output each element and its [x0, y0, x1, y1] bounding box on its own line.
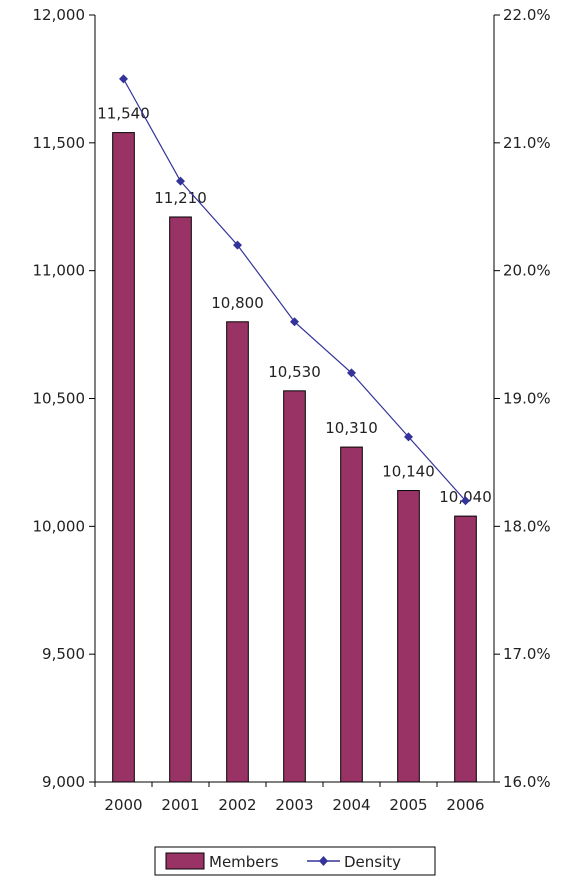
right-tick-label: 19.0% [503, 390, 551, 408]
members-bar [397, 490, 420, 783]
left-tick-label: 12,000 [33, 6, 86, 24]
members-bar [454, 515, 477, 783]
left-tick-label: 9,500 [42, 645, 85, 663]
left-y-axis: 9,000 9,500 10,000 10,500 11,000 11,500 12,000 [33, 6, 96, 791]
members-data-label: 11,540 [97, 105, 150, 123]
members-bar [283, 390, 306, 783]
x-tick-label: 2006 [446, 796, 484, 814]
density-marker [290, 317, 299, 327]
density-marker [347, 368, 356, 378]
x-tick-label: 2003 [275, 796, 313, 814]
members-bars [112, 132, 477, 783]
x-tick-label: 2000 [104, 796, 142, 814]
right-tick-label: 22.0% [503, 6, 551, 24]
left-tick-label: 11,500 [33, 134, 86, 152]
members-bar [112, 132, 135, 783]
members-data-label: 10,310 [325, 419, 378, 437]
members-data-label: 10,140 [382, 463, 435, 481]
x-tick-label: 2002 [218, 796, 256, 814]
right-tick-label: 17.0% [503, 645, 551, 663]
right-tick-label: 16.0% [503, 773, 551, 791]
right-tick-label: 20.0% [503, 262, 551, 280]
density-marker [176, 176, 185, 186]
right-y-axis: 16.0% 17.0% 18.0% 19.0% 20.0% 21.0% 22.0% [493, 6, 551, 791]
legend-label-members: Members [209, 853, 279, 871]
members-bar [226, 321, 249, 783]
density-marker [119, 74, 128, 84]
x-tick-label: 2001 [161, 796, 199, 814]
left-tick-label: 11,000 [33, 262, 86, 280]
legend-box [154, 846, 436, 876]
density-line [119, 74, 470, 506]
legend-label-density: Density [344, 853, 401, 871]
right-tick-label: 21.0% [503, 134, 551, 152]
x-tick-label: 2004 [332, 796, 370, 814]
density-marker [461, 496, 470, 506]
left-tick-label: 9,000 [42, 773, 85, 791]
density-marker [233, 240, 242, 250]
legend-swatch-members [165, 852, 205, 870]
legend-marker-density [319, 856, 328, 866]
members-bar [169, 216, 192, 783]
x-axis: 2000 2001 2002 2003 2004 2005 2006 [94, 781, 494, 814]
left-tick-label: 10,500 [33, 390, 86, 408]
right-tick-label: 18.0% [503, 517, 551, 535]
legend: Members Density [154, 846, 436, 876]
members-data-labels: 11,54011,21010,80010,53010,31010,14010,0… [97, 105, 492, 506]
density-marker [404, 432, 413, 442]
members-data-label: 10,800 [211, 294, 264, 312]
x-tick-label: 2005 [389, 796, 427, 814]
members-data-label: 10,530 [268, 363, 321, 381]
members-bar [340, 446, 363, 783]
members-data-label: 11,210 [154, 189, 207, 207]
left-tick-label: 10,000 [33, 517, 86, 535]
